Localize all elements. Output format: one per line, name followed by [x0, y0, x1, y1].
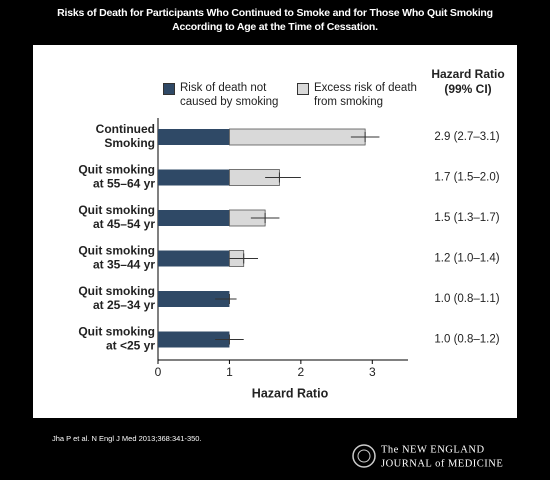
chart-title: Risks of Death for Participants Who Cont… — [57, 7, 493, 19]
bar-segment — [158, 169, 230, 186]
panel — [33, 45, 517, 418]
bar-segment — [158, 291, 230, 307]
category-label: at 25–34 yr — [93, 298, 155, 312]
chart-title: According to Age at the Time of Cessatio… — [172, 21, 378, 33]
publisher: JOURNAL of MEDICINE — [381, 458, 503, 469]
legend-swatch — [297, 83, 309, 95]
hazard-ratio-label: 1.2 (1.0–1.4) — [434, 253, 499, 265]
x-axis-label: Hazard Ratio — [252, 386, 329, 400]
category-label: Quit smoking — [78, 284, 155, 298]
bar-segment — [158, 210, 230, 226]
hazard-ratio-label: 1.0 (0.8–1.2) — [434, 334, 499, 346]
hazard-ratio-label: 1.5 (1.3–1.7) — [434, 212, 499, 224]
hazard-ratio-label: 1.7 (1.5–2.0) — [434, 172, 499, 184]
bar-segment — [158, 250, 230, 267]
publisher: The NEW ENGLAND — [381, 444, 485, 455]
legend-swatch — [163, 83, 175, 95]
bar-segment — [158, 129, 230, 145]
legend-label: Excess risk of death from smoking — [314, 82, 417, 108]
logo-seal-inner — [357, 449, 371, 463]
hazard-ratio-label: 2.9 (2.7–3.1) — [434, 131, 499, 143]
category-label: Quit smoking — [78, 244, 155, 258]
x-tick-label: 3 — [369, 365, 376, 379]
source: Jha P et al. N Engl J Med 2013;368:341-3… — [52, 434, 202, 443]
legend-item: Risk of death not caused by smoking — [163, 81, 300, 109]
category-label: at <25 yr — [106, 339, 155, 353]
category-label: Quit smoking — [78, 203, 155, 217]
legend-item: Excess risk of death from smoking — [297, 81, 434, 109]
category-label: at 45–54 yr — [93, 217, 155, 231]
category-label: Quit smoking — [78, 163, 155, 177]
x-tick-label: 0 — [155, 365, 162, 379]
x-tick-label: 2 — [298, 365, 305, 379]
legend-label: Risk of death not caused by smoking — [180, 82, 279, 108]
category-label: at 55–64 yr — [93, 177, 155, 191]
hazard-ratio-label: 1.0 (0.8–1.1) — [434, 293, 499, 305]
bar-segment — [158, 331, 230, 348]
category-label: Continued — [96, 122, 155, 136]
x-tick-label: 1 — [226, 365, 233, 379]
category-label: Smoking — [104, 136, 155, 150]
category-label: at 35–44 yr — [93, 258, 155, 272]
hazard-ratio-header: (99% CI) — [444, 82, 491, 96]
hazard-ratio-header: Hazard Ratio — [431, 67, 504, 81]
category-label: Quit smoking — [78, 325, 155, 339]
bar-segment — [229, 128, 366, 146]
logo-seal — [352, 444, 376, 468]
